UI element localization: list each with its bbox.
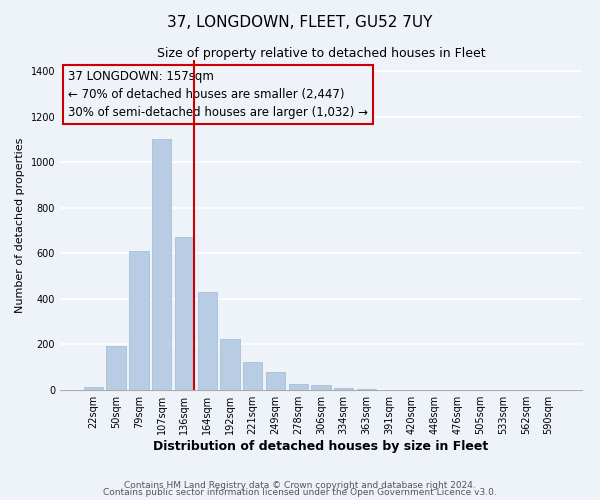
- Bar: [220, 340, 239, 390]
- X-axis label: Distribution of detached houses by size in Fleet: Distribution of detached houses by size …: [154, 440, 488, 453]
- Text: 37 LONGDOWN: 157sqm
← 70% of detached houses are smaller (2,447)
30% of semi-det: 37 LONGDOWN: 157sqm ← 70% of detached ho…: [68, 70, 368, 119]
- Text: Contains public sector information licensed under the Open Government Licence v3: Contains public sector information licen…: [103, 488, 497, 497]
- Bar: [152, 139, 172, 390]
- Title: Size of property relative to detached houses in Fleet: Size of property relative to detached ho…: [157, 47, 485, 60]
- Bar: [243, 362, 262, 390]
- Text: Contains HM Land Registry data © Crown copyright and database right 2024.: Contains HM Land Registry data © Crown c…: [124, 480, 476, 490]
- Bar: [334, 388, 353, 390]
- Bar: [289, 384, 308, 390]
- Bar: [84, 386, 103, 390]
- Bar: [266, 372, 285, 390]
- Text: 37, LONGDOWN, FLEET, GU52 7UY: 37, LONGDOWN, FLEET, GU52 7UY: [167, 15, 433, 30]
- Y-axis label: Number of detached properties: Number of detached properties: [15, 138, 25, 312]
- Bar: [197, 292, 217, 390]
- Bar: [129, 250, 149, 390]
- Bar: [175, 237, 194, 390]
- Bar: [311, 386, 331, 390]
- Bar: [106, 346, 126, 390]
